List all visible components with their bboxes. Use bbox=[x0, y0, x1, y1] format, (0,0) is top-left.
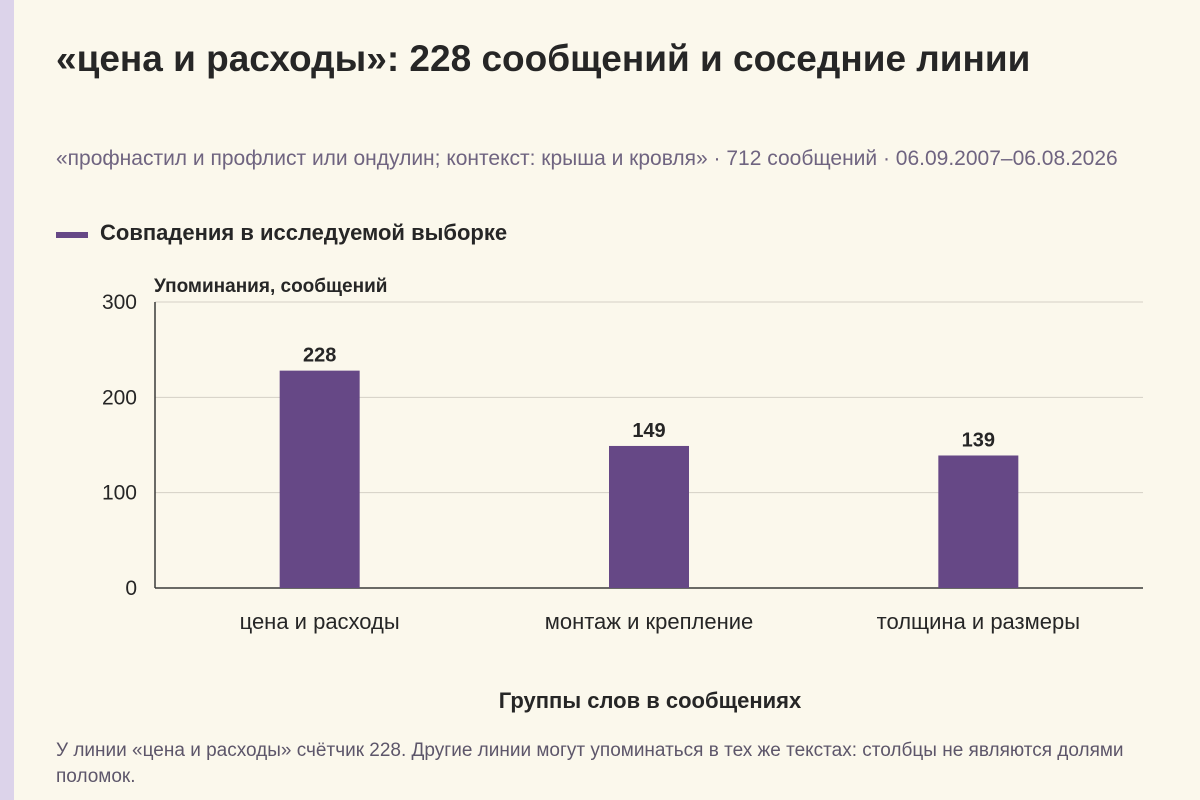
x-tick-label: цена и расходы bbox=[240, 609, 400, 634]
data-label: 149 bbox=[632, 420, 665, 442]
y-axis-label: Упоминания, сообщений bbox=[154, 276, 387, 297]
y-tick-label: 200 bbox=[102, 386, 137, 409]
x-tick-label: толщина и размеры bbox=[877, 609, 1080, 634]
data-label: 228 bbox=[303, 345, 336, 367]
chart-title: «цена и расходы»: 228 сообщений и соседн… bbox=[56, 38, 1031, 79]
x-axis-label: Группы слов в сообщениях bbox=[499, 688, 802, 713]
y-tick-label: 0 bbox=[125, 577, 137, 600]
y-tick-label: 300 bbox=[102, 291, 137, 314]
data-label: 139 bbox=[962, 429, 995, 451]
footnote: У линии «цена и расходы» счётчик 228. Др… bbox=[56, 740, 1124, 787]
x-tick-label: монтаж и крепление bbox=[545, 609, 754, 634]
chart-subtitle: «профнастил и профлист или ондулин; конт… bbox=[56, 147, 1118, 170]
legend: Совпадения в исследуемой выборке bbox=[56, 219, 507, 247]
accent-strip bbox=[0, 0, 14, 800]
legend-label: Совпадения в исследуемой выборке bbox=[100, 220, 508, 245]
bar bbox=[609, 445, 689, 588]
bar bbox=[938, 455, 1019, 588]
legend-swatch bbox=[56, 232, 88, 238]
bar bbox=[279, 370, 360, 588]
y-tick-label: 100 bbox=[102, 482, 137, 505]
